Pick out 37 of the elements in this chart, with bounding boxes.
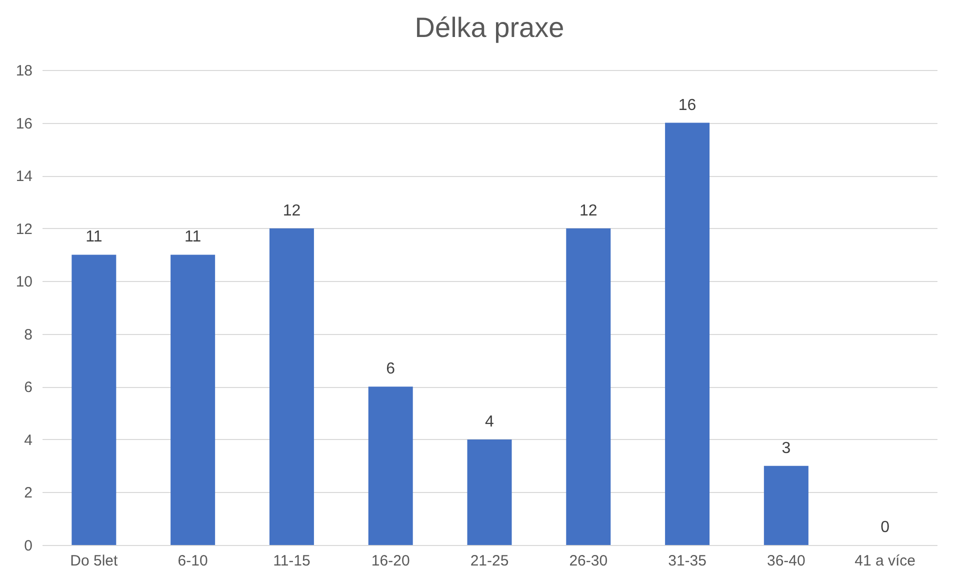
y-tick-label: 12: [16, 220, 32, 238]
data-label: 16: [678, 96, 696, 114]
y-tick-label: 0: [24, 538, 32, 554]
x-tick-label: 31-35: [668, 552, 706, 570]
data-label: 0: [880, 519, 890, 536]
x-tick-label: 16-20: [371, 552, 410, 570]
x-tick-label: Do 5let: [70, 552, 119, 570]
bar: [170, 254, 216, 545]
bar: [72, 254, 116, 545]
data-label: 11: [184, 228, 202, 246]
bar: [665, 122, 710, 545]
bar: [566, 228, 611, 545]
data-label: 4: [485, 413, 494, 430]
y-tick-label: 14: [16, 168, 32, 186]
y-tick-label: 6: [24, 379, 32, 396]
bar: [368, 386, 413, 545]
y-tick-label: 18: [16, 62, 32, 80]
y-tick-label: 4: [24, 432, 32, 449]
x-tick-label: 6-10: [178, 552, 208, 570]
x-tick-label: 36-40: [767, 552, 806, 570]
data-label: 11: [86, 228, 102, 246]
data-label: 3: [782, 440, 791, 457]
bar: [764, 466, 808, 545]
y-tick-label: 10: [16, 274, 32, 291]
bar: [269, 228, 314, 545]
x-tick-label: 11-15: [273, 552, 310, 570]
x-tick-label: 41 a více: [854, 552, 916, 570]
data-label: 12: [282, 202, 301, 220]
y-tick-label: 16: [16, 115, 32, 132]
data-label: 6: [386, 360, 396, 378]
x-tick-label: 26-30: [569, 552, 608, 570]
y-tick-label: 2: [24, 484, 32, 502]
bar: [467, 439, 512, 545]
y-tick-label: 8: [24, 326, 32, 344]
chart-title: Délka praxe: [414, 12, 564, 43]
x-tick-label: 21-25: [470, 552, 509, 570]
data-label: 12: [579, 202, 598, 220]
